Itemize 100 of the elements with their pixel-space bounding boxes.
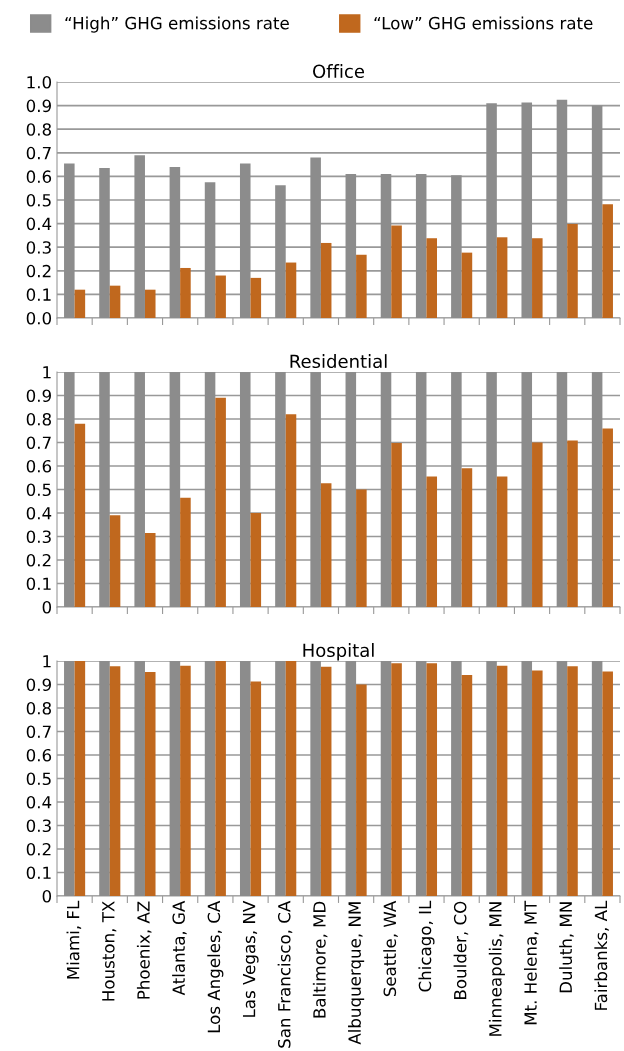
bar <box>521 102 533 318</box>
y-tick-label: 0.4 <box>26 506 52 520</box>
bar <box>109 515 121 607</box>
y-tick-label: 0.9 <box>26 678 51 692</box>
x-tick-label: Houston, TX <box>102 901 117 1001</box>
bar <box>180 267 191 318</box>
bar <box>391 442 402 607</box>
bar <box>74 661 86 896</box>
x-tick-label: Albuquerque, NM <box>348 902 365 1045</box>
y-tick-label: 1 <box>43 655 51 668</box>
bar <box>496 665 508 896</box>
y-tick-label: 0.7 <box>26 436 51 450</box>
y-tick-label: 0.5 <box>26 483 51 497</box>
y-tick-label: 0 <box>42 889 52 903</box>
y-tick-label: 0.8 <box>26 701 51 715</box>
bar <box>64 163 75 318</box>
bar <box>380 174 392 318</box>
bar <box>602 671 613 896</box>
bar <box>275 372 286 607</box>
x-tick-label: Chicago, IL <box>418 900 435 992</box>
x-tick-label: Seattle, WA <box>383 900 398 997</box>
bar <box>180 665 191 896</box>
bar <box>486 103 497 318</box>
x-tick-label: Mt. Helena, MT <box>523 900 539 1025</box>
y-tick-label: 1 <box>43 366 51 379</box>
legend-label: “High” GHG emissions rate <box>65 16 289 33</box>
bar <box>320 483 332 607</box>
y-tick-label: 0.4 <box>26 217 52 231</box>
bar <box>451 661 462 896</box>
chart-title: Hospital <box>303 643 374 661</box>
x-tick-label: Los Angeles, CA <box>207 900 224 1033</box>
y-tick-label: 0 <box>42 600 52 614</box>
bar <box>380 661 392 896</box>
bar <box>602 204 613 318</box>
y-tick-label: 0.1 <box>26 288 51 301</box>
bar <box>320 666 332 896</box>
bar <box>461 252 473 318</box>
bar <box>486 372 497 607</box>
bar <box>215 661 226 896</box>
bar <box>99 372 110 607</box>
bar <box>310 661 321 896</box>
bar <box>144 532 156 607</box>
x-tick-label: Minneapolis, MN <box>488 902 505 1036</box>
bar <box>345 661 357 896</box>
y-tick-label: 0.8 <box>26 412 51 426</box>
y-tick-label: 0.5 <box>26 772 51 786</box>
bar <box>391 225 402 318</box>
bar <box>64 661 75 896</box>
chart-title: Office <box>313 64 365 79</box>
y-tick-label: 0.9 <box>26 99 51 113</box>
bar <box>275 185 286 318</box>
bar <box>556 372 568 607</box>
bar <box>451 175 462 318</box>
y-tick-label: 0.0 <box>26 311 52 325</box>
x-tick-label: Phoenix, AZ <box>136 901 152 999</box>
y-tick-label: 0.2 <box>26 264 51 278</box>
y-tick-label: 1.0 <box>27 75 52 89</box>
bar <box>134 661 145 896</box>
bar <box>345 372 357 607</box>
bar <box>591 372 603 607</box>
bar <box>345 174 357 318</box>
bar <box>109 285 121 318</box>
bar <box>204 182 216 318</box>
bar <box>144 289 156 318</box>
y-tick-label: 0.1 <box>26 866 51 880</box>
bar <box>275 661 286 896</box>
bar <box>461 675 473 896</box>
bar <box>250 277 262 318</box>
bar <box>451 372 462 607</box>
bar <box>426 476 438 607</box>
bar <box>310 157 321 318</box>
bar <box>556 99 568 318</box>
bar <box>380 372 392 607</box>
y-tick-label: 0.6 <box>26 748 52 762</box>
chart-title: Residential <box>290 354 387 369</box>
bar <box>591 661 603 896</box>
bar <box>239 372 251 607</box>
bar <box>426 663 438 896</box>
bar <box>356 684 367 896</box>
x-tick-label: Boulder, CO <box>453 901 469 999</box>
bar <box>521 661 533 896</box>
y-tick-label: 0.1 <box>26 577 51 591</box>
bar <box>391 663 402 896</box>
bar <box>496 237 508 318</box>
bar <box>521 372 533 607</box>
x-tick-label: Miami, FL <box>66 900 82 979</box>
bar <box>486 661 497 896</box>
x-tick-label: Las Vegas, NV <box>242 900 259 1017</box>
bar <box>532 670 543 896</box>
bar <box>602 428 613 607</box>
bar <box>204 372 216 607</box>
x-tick-label: Fairbanks, AL <box>594 900 609 1010</box>
bar <box>356 254 367 318</box>
bar <box>64 372 75 607</box>
bar <box>99 661 110 896</box>
bar <box>239 661 251 896</box>
bar <box>285 661 297 896</box>
bar <box>285 414 297 607</box>
bar <box>109 666 121 896</box>
y-tick-label: 0.3 <box>26 241 51 254</box>
